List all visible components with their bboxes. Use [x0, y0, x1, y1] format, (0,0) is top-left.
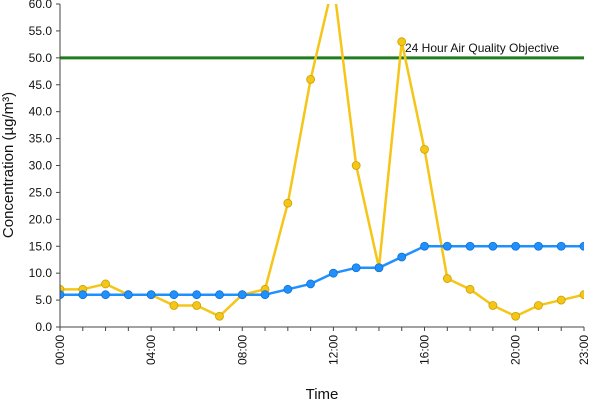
series-1-point: [306, 74, 316, 84]
x-tick-label: 08:00: [235, 335, 249, 365]
series-group: [60, 4, 584, 321]
x-tick-label: 12:00: [326, 335, 340, 365]
x-tick-label: 04:00: [144, 335, 158, 365]
y-tick-label: 45.0: [29, 78, 53, 92]
series-1-point: [192, 301, 202, 310]
series-2-point: [283, 284, 293, 294]
series-1-point: [442, 274, 452, 283]
x-tick-label: 00:00: [53, 335, 67, 365]
series-2-point: [260, 290, 270, 300]
y-tick-label: 20.0: [29, 212, 53, 226]
reference-line-group: 24 Hour Air Quality Objective: [60, 41, 584, 60]
series-1-point: [397, 37, 407, 47]
x-tick-label: 20:00: [509, 335, 523, 365]
y-tick-label: 25.0: [29, 185, 53, 199]
axes: [59, 4, 584, 328]
series-1-point: [488, 301, 498, 310]
y-tick-label: 30.0: [29, 159, 53, 173]
series-2-point: [351, 263, 361, 273]
series-2-point: [465, 241, 475, 251]
x-tick-label: 23:00: [577, 335, 591, 365]
objective-reference-label: 24 Hour Air Quality Objective: [405, 41, 559, 55]
series-2-point: [556, 241, 566, 251]
series-2-point: [101, 290, 110, 300]
series-1-point: [511, 311, 521, 321]
series-2-point: [60, 290, 65, 300]
y-tick-label: 0.0: [35, 320, 52, 334]
series-2-point: [328, 268, 338, 278]
series-2-point: [420, 241, 429, 251]
series-2-point: [579, 241, 584, 251]
y-tick-label: 55.0: [29, 24, 53, 38]
series-2-point: [442, 241, 452, 251]
series-2-point: [169, 290, 179, 300]
series-1-point: [215, 311, 224, 321]
y-tick-label: 40.0: [29, 105, 53, 119]
series-1-point: [465, 284, 475, 294]
axis-ticks: 0.0 5.0 10.0 15.0 20.0 25.0 30.0 35.0 40.0 45.0 50…: [29, 0, 591, 365]
series-2-point: [397, 252, 407, 262]
y-tick-label: 10.0: [29, 266, 53, 280]
x-tick-label: 16:00: [418, 335, 432, 365]
y-tick-label: 5.0: [35, 293, 52, 307]
series-2-point: [192, 290, 202, 300]
series-1-point: [283, 198, 293, 208]
series-2-point: [374, 263, 384, 273]
x-axis-title: Time: [306, 386, 339, 400]
series-2-point: [146, 290, 156, 300]
series-2-point: [511, 241, 521, 251]
y-axis-title: Concentration (µg/m³): [0, 92, 17, 238]
series-2-point: [306, 279, 316, 289]
y-tick-label: 15.0: [29, 239, 53, 253]
series-2-point: [123, 290, 133, 300]
series-1-point: [169, 301, 179, 310]
series-1-point: [420, 144, 429, 154]
series-2-line: [60, 245, 584, 296]
series-2-point: [488, 241, 498, 251]
y-tick-label: 35.0: [29, 132, 53, 146]
series-1-point: [101, 279, 110, 289]
series-1-point: [534, 301, 543, 310]
series-2-point: [78, 290, 88, 300]
series-1-point: [579, 290, 584, 300]
series-2-point: [534, 241, 543, 251]
series-2-point: [237, 290, 247, 300]
y-tick-label: 60.0: [29, 0, 53, 11]
y-tick-label: 50.0: [29, 51, 53, 65]
series-2-point: [215, 290, 224, 300]
series-1-point: [351, 161, 361, 170]
series-1-point: [556, 295, 566, 305]
